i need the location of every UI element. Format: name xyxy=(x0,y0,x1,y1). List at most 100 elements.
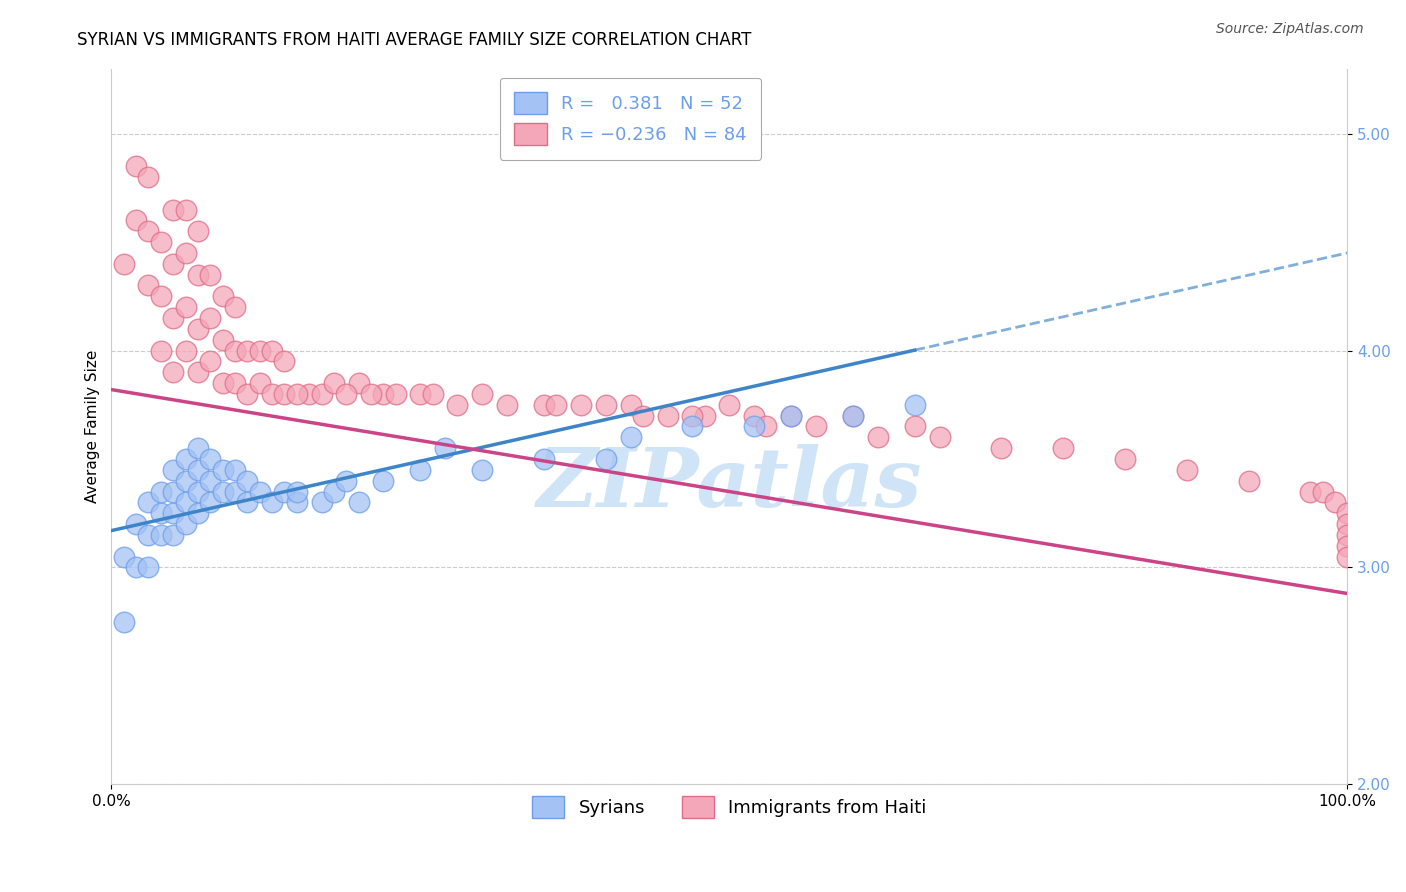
Point xyxy=(174,517,197,532)
Point xyxy=(273,484,295,499)
Point xyxy=(187,365,209,379)
Text: SYRIAN VS IMMIGRANTS FROM HAITI AVERAGE FAMILY SIZE CORRELATION CHART: SYRIAN VS IMMIGRANTS FROM HAITI AVERAGE … xyxy=(77,31,752,49)
Point xyxy=(125,213,148,227)
Point xyxy=(335,387,357,401)
Point xyxy=(273,387,295,401)
Point xyxy=(162,506,184,520)
Point xyxy=(1212,831,1234,846)
Point xyxy=(112,615,135,629)
Point xyxy=(285,484,308,499)
Point xyxy=(347,376,370,390)
Point xyxy=(1312,484,1334,499)
Point xyxy=(546,398,568,412)
Text: ZIPatlas: ZIPatlas xyxy=(537,443,922,524)
Point xyxy=(1336,506,1358,520)
Point xyxy=(138,224,160,238)
Point xyxy=(174,495,197,509)
Point xyxy=(149,289,172,303)
Point xyxy=(174,202,197,217)
Point xyxy=(1336,517,1358,532)
Point xyxy=(1237,474,1260,488)
Point xyxy=(1299,484,1322,499)
Point xyxy=(262,495,284,509)
Point xyxy=(138,528,160,542)
Point xyxy=(434,441,457,455)
Point xyxy=(187,224,209,238)
Point xyxy=(681,419,703,434)
Point xyxy=(681,409,703,423)
Point xyxy=(693,409,716,423)
Point xyxy=(200,354,222,368)
Point xyxy=(149,506,172,520)
Point xyxy=(211,333,233,347)
Point xyxy=(224,300,246,314)
Point xyxy=(866,430,889,444)
Point xyxy=(187,463,209,477)
Point xyxy=(125,560,148,574)
Point xyxy=(162,528,184,542)
Point xyxy=(149,528,172,542)
Text: Source: ZipAtlas.com: Source: ZipAtlas.com xyxy=(1216,22,1364,37)
Point xyxy=(1336,528,1358,542)
Point xyxy=(742,409,765,423)
Point xyxy=(149,235,172,249)
Point xyxy=(262,343,284,358)
Point xyxy=(335,474,357,488)
Point xyxy=(322,376,344,390)
Point xyxy=(200,268,222,282)
Point xyxy=(842,409,865,423)
Point xyxy=(224,484,246,499)
Point xyxy=(211,289,233,303)
Point xyxy=(804,419,827,434)
Point xyxy=(174,300,197,314)
Point xyxy=(125,517,148,532)
Point xyxy=(718,398,741,412)
Point xyxy=(138,495,160,509)
Point xyxy=(904,419,927,434)
Point xyxy=(162,202,184,217)
Point xyxy=(347,495,370,509)
Point xyxy=(138,169,160,184)
Point xyxy=(928,430,950,444)
Point xyxy=(187,322,209,336)
Point xyxy=(322,484,344,499)
Point xyxy=(285,495,308,509)
Point xyxy=(236,343,259,358)
Point xyxy=(842,409,865,423)
Point xyxy=(236,495,259,509)
Point xyxy=(373,387,395,401)
Point xyxy=(187,268,209,282)
Point xyxy=(360,387,382,401)
Point xyxy=(162,257,184,271)
Point xyxy=(162,365,184,379)
Point xyxy=(224,376,246,390)
Point xyxy=(298,387,321,401)
Point xyxy=(409,387,432,401)
Legend: Syrians, Immigrants from Haiti: Syrians, Immigrants from Haiti xyxy=(524,789,934,825)
Point xyxy=(273,354,295,368)
Y-axis label: Average Family Size: Average Family Size xyxy=(86,350,100,503)
Point xyxy=(1052,441,1074,455)
Point xyxy=(224,343,246,358)
Point xyxy=(262,387,284,401)
Point xyxy=(125,159,148,173)
Point xyxy=(149,343,172,358)
Point xyxy=(373,474,395,488)
Point xyxy=(1175,463,1198,477)
Point xyxy=(780,409,803,423)
Point xyxy=(211,376,233,390)
Point xyxy=(285,387,308,401)
Point xyxy=(619,430,641,444)
Point xyxy=(174,246,197,260)
Point xyxy=(174,474,197,488)
Point xyxy=(533,398,555,412)
Point xyxy=(595,398,617,412)
Point xyxy=(138,278,160,293)
Point xyxy=(187,484,209,499)
Point xyxy=(249,376,271,390)
Point xyxy=(112,257,135,271)
Point xyxy=(162,311,184,326)
Point xyxy=(200,452,222,467)
Point xyxy=(409,463,432,477)
Point xyxy=(200,495,222,509)
